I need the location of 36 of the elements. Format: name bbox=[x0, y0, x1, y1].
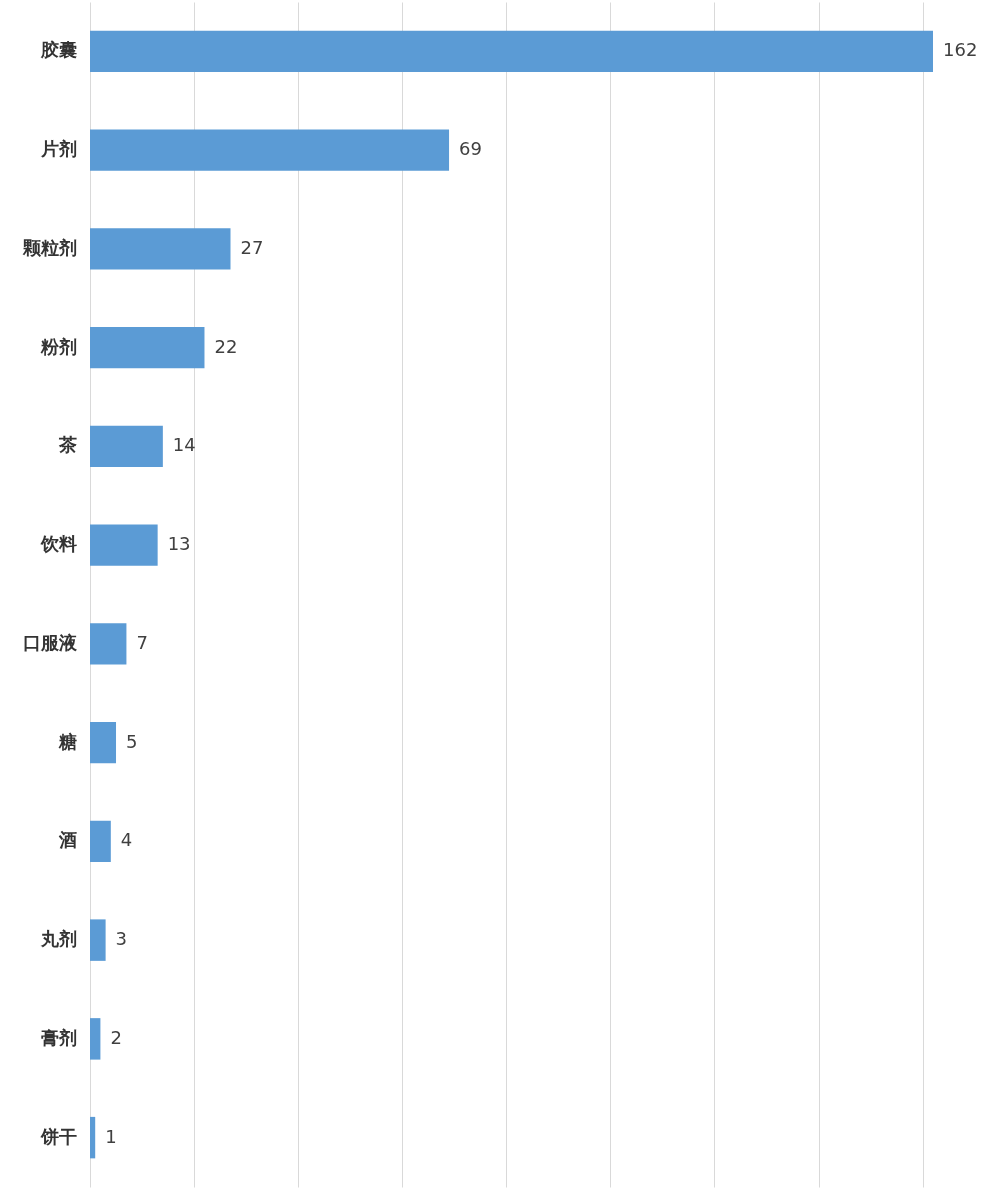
bar bbox=[90, 721, 117, 764]
bar bbox=[90, 919, 106, 961]
bar bbox=[90, 129, 450, 171]
bar bbox=[90, 1116, 96, 1159]
data-label: 162 bbox=[943, 39, 978, 61]
bar bbox=[90, 30, 933, 73]
data-label: 14 bbox=[172, 434, 196, 456]
data-label: 2 bbox=[110, 1026, 122, 1048]
data-label: 69 bbox=[459, 138, 482, 160]
y-tick-label: 糖 bbox=[57, 730, 77, 752]
y-tick-label: 颗粒剂 bbox=[21, 236, 77, 258]
bar bbox=[90, 623, 127, 665]
data-label: 3 bbox=[115, 928, 128, 950]
y-tick-label: 饼干 bbox=[39, 1125, 77, 1147]
bar bbox=[90, 1018, 101, 1060]
bar bbox=[90, 228, 231, 270]
bar bbox=[90, 820, 111, 863]
y-tick-label: 粉剂 bbox=[39, 335, 77, 357]
data-label: 5 bbox=[126, 730, 138, 752]
y-tick-label: 口服液 bbox=[22, 631, 78, 653]
bar bbox=[90, 524, 158, 566]
data-label: 27 bbox=[240, 236, 264, 258]
bar bbox=[90, 326, 205, 369]
y-tick-label: 丸剂 bbox=[39, 928, 77, 950]
data-label: 7 bbox=[136, 631, 148, 653]
y-tick-label: 茶 bbox=[57, 434, 77, 456]
y-tick-label: 片剂 bbox=[39, 138, 77, 160]
y-tick-label: 饮料 bbox=[39, 533, 77, 555]
data-label: 1 bbox=[105, 1125, 117, 1147]
data-label: 22 bbox=[214, 335, 238, 357]
data-label: 13 bbox=[167, 533, 191, 555]
y-tick-label: 膏剂 bbox=[40, 1026, 77, 1048]
bar bbox=[90, 425, 163, 468]
data-label: 4 bbox=[120, 829, 133, 851]
y-tick-label: 酒 bbox=[57, 829, 77, 851]
y-tick-label: 胶囊 bbox=[39, 39, 77, 61]
